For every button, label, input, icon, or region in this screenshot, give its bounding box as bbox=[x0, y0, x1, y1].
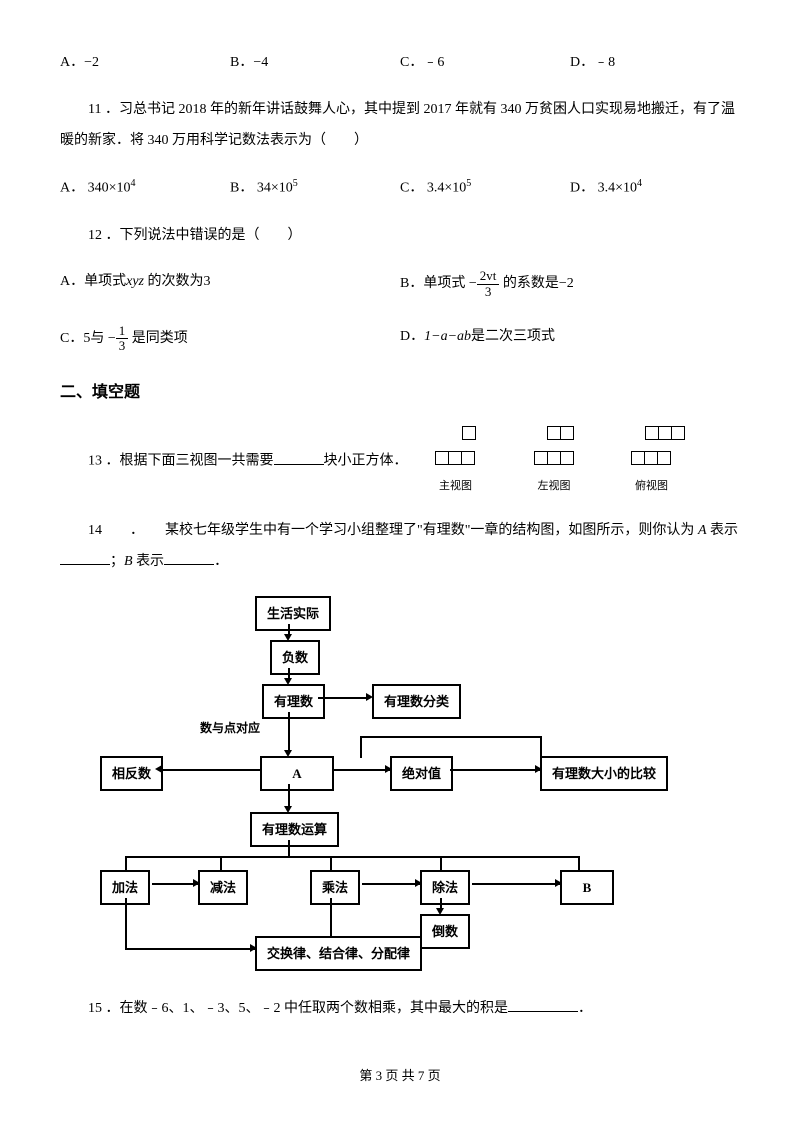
q14: 14 ． 某校七年级学生中有一个学习小组整理了"有理数"一章的结构图，如图所示，… bbox=[60, 516, 740, 578]
q13-blank bbox=[274, 450, 324, 465]
q14-t2: 表示 bbox=[707, 523, 739, 538]
front-view: 主视图 bbox=[421, 425, 490, 498]
q12-b1: B．单项式 bbox=[400, 276, 469, 291]
q15: 15 ．在数﹣6、1、﹣3、5、﹣2 中任取两个数相乘，其中最大的积是 ． bbox=[60, 994, 740, 1025]
q12-a-var: xyz bbox=[126, 274, 144, 289]
q12-b-num: 2vt bbox=[477, 269, 500, 284]
q12-a-num: 3 bbox=[204, 274, 211, 289]
q14-period: ． bbox=[214, 554, 228, 569]
q11-text: 11 ．习总书记 2018 年的新年讲话鼓舞人心，其中提到 2017 年就有 3… bbox=[60, 95, 740, 157]
q12-row2: C．5与 −13 是同类项 D．1−a−ab是二次三项式 bbox=[60, 324, 740, 354]
top-view-label: 俯视图 bbox=[635, 480, 668, 492]
node-compare: 有理数大小的比较 bbox=[540, 756, 668, 791]
q11-options: A． 340×104 B． 34×105 C． 3.4×105 D． 3.4×1… bbox=[60, 175, 740, 201]
q12-text: 12 ．下列说法中错误的是（ ） bbox=[60, 221, 740, 252]
label-correspond: 数与点对应 bbox=[200, 718, 260, 740]
q10-options: A．−2 B．−4 C．﹣6 D．﹣8 bbox=[60, 50, 740, 75]
left-view: 左视图 bbox=[520, 425, 588, 498]
node-a: A bbox=[260, 756, 334, 791]
node-laws: 交换律、结合律、分配律 bbox=[255, 936, 422, 971]
q10-opt-d: D．﹣8 bbox=[570, 50, 740, 75]
q11-c-pre: C． bbox=[400, 180, 423, 195]
page-footer: 第 3 页 共 7 页 bbox=[60, 1064, 740, 1087]
node-b: B bbox=[560, 870, 614, 905]
q11-opt-d: D． 3.4×104 bbox=[570, 175, 740, 201]
q13-t1: 13 ．根据下面三视图一共需要 bbox=[88, 454, 274, 469]
q12-c-pre: C． bbox=[60, 331, 83, 346]
node-abs: 绝对值 bbox=[390, 756, 453, 791]
q11-d-pre: D． bbox=[570, 180, 594, 195]
q10-opt-b: B．−4 bbox=[230, 50, 400, 75]
q12-b2: 的系数是 bbox=[499, 276, 559, 291]
q12-opt-d: D．1−a−ab是二次三项式 bbox=[400, 324, 740, 354]
q12-c1: 与 bbox=[90, 331, 108, 346]
node-reciprocal: 倒数 bbox=[420, 914, 470, 949]
section-2-title: 二、填空题 bbox=[60, 379, 740, 408]
q15-blank bbox=[508, 997, 578, 1012]
q12-c2: 是同类项 bbox=[128, 331, 188, 346]
q12-c-den: 3 bbox=[116, 339, 129, 353]
q11-a-sup: 4 bbox=[131, 178, 136, 189]
q12-d1: D． bbox=[400, 329, 424, 344]
q14-a: A bbox=[698, 523, 707, 538]
q14-t4: 表示 bbox=[133, 554, 165, 569]
q12-row1: A．单项式xyz 的次数为3 B．单项式 −2vt3 的系数是−2 bbox=[60, 269, 740, 299]
q12-opt-c: C．5与 −13 是同类项 bbox=[60, 324, 400, 354]
q11-opt-c: C． 3.4×105 bbox=[400, 175, 570, 201]
q12-b-den: 3 bbox=[477, 285, 500, 299]
q13: 13 ．根据下面三视图一共需要 块小正方体． 主视图 左视图 俯视图 bbox=[60, 425, 740, 498]
q12-b-neg: − bbox=[469, 276, 477, 291]
q13-t2: 块小正方体． bbox=[324, 454, 408, 469]
q12-opt-b: B．单项式 −2vt3 的系数是−2 bbox=[400, 269, 740, 299]
node-opposite: 相反数 bbox=[100, 756, 163, 791]
node-rational: 有理数 bbox=[262, 684, 325, 719]
q14-t3: ； bbox=[110, 554, 124, 569]
three-views: 主视图 左视图 俯视图 bbox=[421, 425, 685, 498]
q15-t2: ． bbox=[578, 1001, 592, 1016]
q11-c-sup: 5 bbox=[466, 178, 471, 189]
q11-opt-b: B． 34×105 bbox=[230, 175, 400, 201]
front-view-label: 主视图 bbox=[439, 480, 472, 492]
q12-b-val: −2 bbox=[559, 276, 574, 291]
node-life: 生活实际 bbox=[255, 596, 331, 631]
q11-b-pre: B． bbox=[230, 180, 253, 195]
node-negative: 负数 bbox=[270, 640, 320, 675]
q10-opt-a: A．−2 bbox=[60, 50, 230, 75]
q12-c-neg: − bbox=[108, 331, 116, 346]
q12-d2: 是二次三项式 bbox=[471, 329, 555, 344]
q14-t1: 14 ． 某校七年级学生中有一个学习小组整理了"有理数"一章的结构图，如图所示，… bbox=[88, 523, 698, 538]
q11-d-val: 3.4×10 bbox=[598, 180, 637, 195]
q11-a-val: 340×10 bbox=[88, 180, 131, 195]
q11-d-sup: 4 bbox=[637, 178, 642, 189]
q11-a-pre: A． bbox=[60, 180, 84, 195]
q14-blank2 bbox=[164, 550, 214, 565]
node-div: 除法 bbox=[420, 870, 470, 905]
q14-b: B bbox=[124, 554, 133, 569]
left-view-label: 左视图 bbox=[538, 480, 571, 492]
q12-d-expr: 1−a−ab bbox=[424, 329, 471, 344]
q12-opt-a: A．单项式xyz 的次数为3 bbox=[60, 269, 400, 299]
node-operation: 有理数运算 bbox=[250, 812, 339, 847]
node-classify: 有理数分类 bbox=[372, 684, 461, 719]
q11-b-sup: 5 bbox=[293, 178, 298, 189]
q11-opt-a: A． 340×104 bbox=[60, 175, 230, 201]
q14-blank1 bbox=[60, 550, 110, 565]
q12-a2: 的次数为 bbox=[144, 274, 204, 289]
flowchart: 生活实际 负数 有理数 有理数分类 数与点对应 相反数 A 绝对值 有理数大小的… bbox=[100, 596, 720, 976]
top-view: 俯视图 bbox=[618, 425, 685, 498]
q11-c-val: 3.4×10 bbox=[427, 180, 466, 195]
q12-a1: A．单项式 bbox=[60, 274, 126, 289]
q10-opt-c: C．﹣6 bbox=[400, 50, 570, 75]
q11-b-val: 34×10 bbox=[257, 180, 293, 195]
node-sub: 减法 bbox=[198, 870, 248, 905]
q12-c-num: 1 bbox=[116, 324, 129, 339]
q15-t1: 15 ．在数﹣6、1、﹣3、5、﹣2 中任取两个数相乘，其中最大的积是 bbox=[88, 1001, 508, 1016]
node-mul: 乘法 bbox=[310, 870, 360, 905]
